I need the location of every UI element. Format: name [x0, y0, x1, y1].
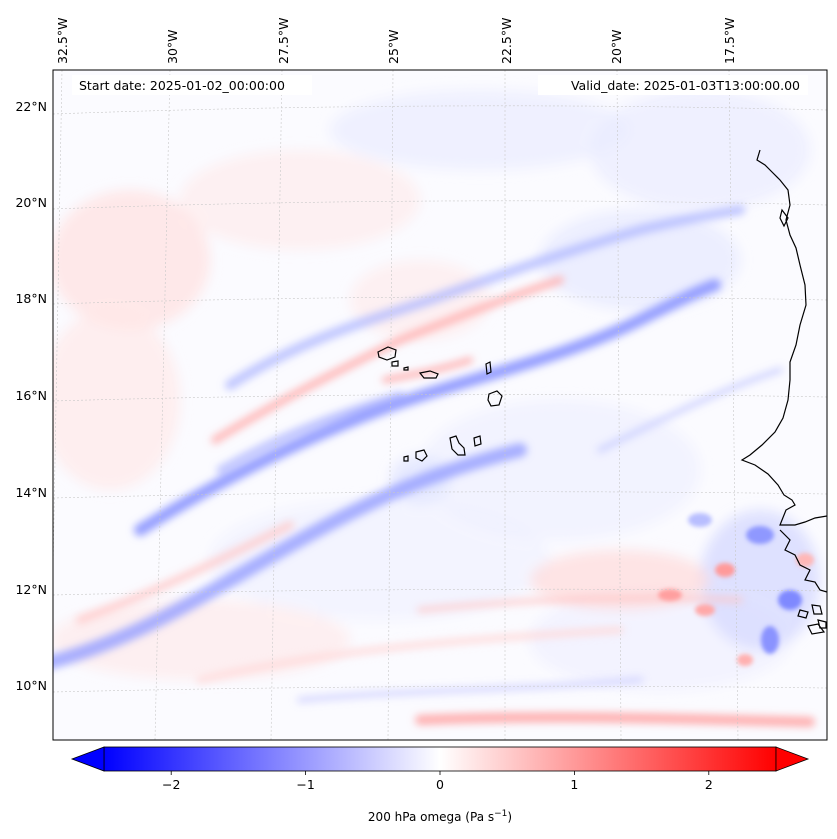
- cape-verde-santo-antao: [377, 346, 397, 361]
- start-date-label: Start date: 2025-01-02_00:00:00: [79, 78, 285, 93]
- lon-tick-label: 25°W: [386, 29, 401, 64]
- colorbar-label-close: ): [507, 810, 512, 824]
- cape-verde-sao-vicente: [391, 360, 399, 367]
- lon-tick-label: 20°W: [609, 29, 624, 64]
- cape-verde-santiago: [449, 435, 466, 456]
- colorbar-label-exponent: −1: [494, 809, 507, 819]
- west-africa-coast: [740, 149, 827, 526]
- colorbar-tick-label: 2: [705, 777, 713, 792]
- valid-date-box: [538, 75, 808, 95]
- lat-tick-label: 10°N: [15, 678, 47, 693]
- map-frame: [52, 69, 828, 741]
- lat-tick-label: 12°N: [15, 582, 47, 597]
- lat-tick-label: 16°N: [15, 388, 47, 403]
- coast-nick: [779, 208, 789, 228]
- valid-date-label: Valid_date: 2025-01-03T13:00:00.00: [571, 78, 800, 93]
- lat-tick-label: 20°N: [15, 195, 47, 210]
- lon-tick-label: 27.5°W: [276, 18, 291, 64]
- start-date-box: [72, 75, 312, 95]
- lon-tick-label: 32.5°W: [55, 18, 70, 64]
- colorbar-extend-max: [775, 746, 810, 772]
- coastline: [377, 149, 827, 635]
- lon-tick-label: 30°W: [165, 29, 180, 64]
- colorbar-tick-label: −1: [296, 777, 314, 792]
- cape-verde-sao-nicolau: [418, 370, 439, 379]
- colorbar-tick-label: 1: [570, 777, 578, 792]
- colorbar-label-main: 200 hPa omega (Pa s: [368, 810, 494, 824]
- cape-verde-boa-vista: [487, 390, 503, 407]
- cape-verde-brava: [403, 455, 409, 462]
- senegal-gambia-coast: [779, 529, 827, 593]
- lat-tick-label: 22°N: [15, 99, 47, 114]
- cape-verde-santa-luzia: [403, 366, 409, 371]
- cape-verde-fogo: [415, 449, 428, 462]
- colorbar-tick-label: 0: [436, 777, 444, 792]
- lat-tick-label: 18°N: [15, 291, 47, 306]
- colorbar-body: [103, 746, 777, 772]
- guinea-bissau-islands: [797, 604, 827, 635]
- latitude-tick-labels: 22°N 20°N 18°N 16°N 14°N 12°N 10°N: [15, 99, 47, 693]
- lon-tick-label: 17.5°W: [722, 18, 737, 64]
- cape-verde-sal: [485, 361, 492, 375]
- colorbar: −2 −1 0 1 2 200 hPa omega (Pa s−1): [70, 746, 810, 824]
- colorbar-extend-min: [70, 746, 105, 772]
- omega-coastal-cells: [658, 513, 814, 666]
- omega-field: [53, 70, 827, 740]
- colorbar-ticks: −2 −1 0 1 2: [162, 771, 713, 792]
- colorbar-tick-label: −2: [162, 777, 180, 792]
- lon-tick-label: 22.5°W: [499, 18, 514, 64]
- lat-tick-label: 14°N: [15, 485, 47, 500]
- colorbar-label: 200 hPa omega (Pa s−1): [368, 809, 512, 824]
- longitude-tick-labels: 32.5°W 30°W 27.5°W 25°W 22.5°W 20°W 17.5…: [55, 18, 737, 64]
- cape-verde-maio: [473, 435, 482, 447]
